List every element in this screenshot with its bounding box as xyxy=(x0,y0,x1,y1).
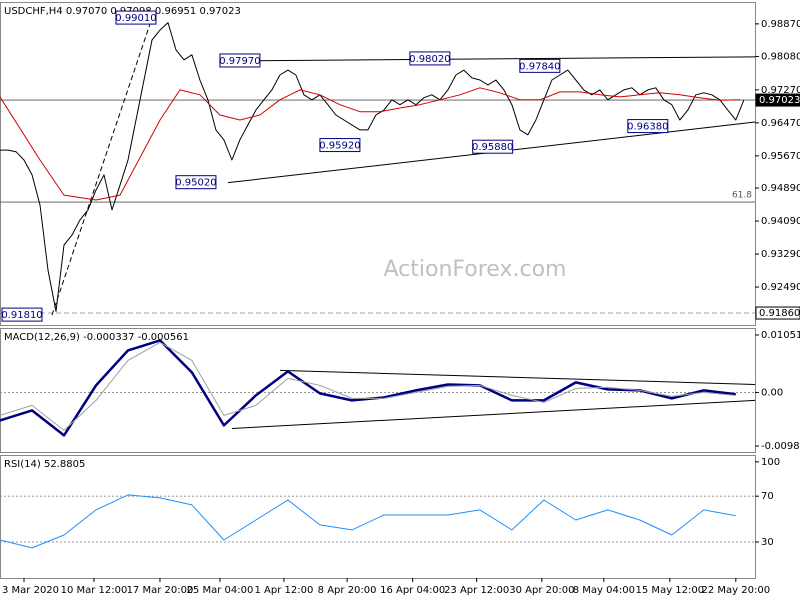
x-tick-label: 25 Mar 04:00 xyxy=(187,585,254,596)
trend-line xyxy=(227,56,756,62)
series-line xyxy=(0,22,745,312)
panel-frame xyxy=(0,2,756,326)
x-tick-label: 8 Apr 20:00 xyxy=(318,585,377,596)
x-tick-label: 30 Apr 20:00 xyxy=(509,585,574,596)
annotation-label: 0.96380 xyxy=(627,122,668,133)
annotation-label: 0.91810 xyxy=(1,310,42,321)
annotation-box xyxy=(519,58,561,73)
trend-line xyxy=(279,369,756,385)
y-tick-label: 0.010513 xyxy=(761,330,800,341)
x-tick-label: 17 Mar 20:00 xyxy=(127,585,194,596)
x-tick-label: 16 Apr 04:00 xyxy=(380,585,445,596)
watermark: ActionForex.com xyxy=(384,257,567,282)
panel-title: MACD(12,26,9) -0.000337 -0.000561 xyxy=(4,332,189,343)
x-tick-label: 22 May 20:00 xyxy=(702,585,771,596)
x-tick-label: 8 May 04:00 xyxy=(573,585,635,596)
annotation-box xyxy=(319,138,361,153)
y-tick-label: 70 xyxy=(761,491,774,502)
annotation-box xyxy=(175,175,217,190)
level-label-box xyxy=(755,306,800,320)
level-label: 0.91860 xyxy=(759,308,800,319)
annotation-label: 0.95880 xyxy=(472,142,513,153)
x-tick-label: 15 May 12:00 xyxy=(636,585,705,596)
series-line xyxy=(0,87,740,201)
trend-line xyxy=(231,399,756,429)
x-tick-label: 10 Mar 12:00 xyxy=(61,585,128,596)
y-tick-label: 0.00 xyxy=(761,387,783,398)
x-tick-label: 1 Apr 12:00 xyxy=(255,585,314,596)
annotation-label: 0.97840 xyxy=(519,61,560,72)
annotation-label: 0.95920 xyxy=(319,141,360,152)
level-label: 61.8 xyxy=(732,191,752,201)
y-tick-label: 0.98870 xyxy=(761,19,800,30)
y-tick-label: 0.97270 xyxy=(761,85,800,96)
y-tick-label: 0.98080 xyxy=(761,51,800,62)
y-tick-label: 30 xyxy=(761,537,774,548)
x-tick-label: 3 Mar 2020 xyxy=(2,585,59,596)
y-tick-label: 100 xyxy=(761,457,780,468)
annotation-label: 0.98020 xyxy=(409,54,450,65)
panel-frame xyxy=(0,328,756,453)
trend-line xyxy=(51,17,153,316)
level-label-box xyxy=(755,93,800,107)
annotation-box xyxy=(219,53,261,68)
y-tick-label: 0.92490 xyxy=(761,282,800,293)
panel-title: RSI(14) 52.8805 xyxy=(4,459,85,470)
series-line xyxy=(0,494,736,549)
annotation-label: 0.95020 xyxy=(175,178,216,189)
y-tick-label: 0.96470 xyxy=(761,118,800,129)
level-label: 0.97023 xyxy=(759,95,800,106)
annotation-label: 0.97970 xyxy=(219,56,260,67)
annotation-box xyxy=(115,10,157,25)
panel-frame xyxy=(0,455,756,579)
series-line xyxy=(0,339,736,437)
y-tick-label: -0.009804 xyxy=(761,441,800,452)
y-tick-label: 0.95670 xyxy=(761,151,800,162)
y-tick-label: 0.94090 xyxy=(761,216,800,227)
y-tick-label: 0.93290 xyxy=(761,249,800,260)
x-tick-label: 23 Apr 12:00 xyxy=(444,585,509,596)
series-line xyxy=(0,341,736,431)
annotation-box xyxy=(472,139,514,154)
annotation-box xyxy=(1,307,43,322)
annotation-box xyxy=(627,119,669,134)
annotation-box xyxy=(409,51,451,66)
annotation-label: 0.99010 xyxy=(115,13,156,24)
y-tick-label: 0.94890 xyxy=(761,183,800,194)
